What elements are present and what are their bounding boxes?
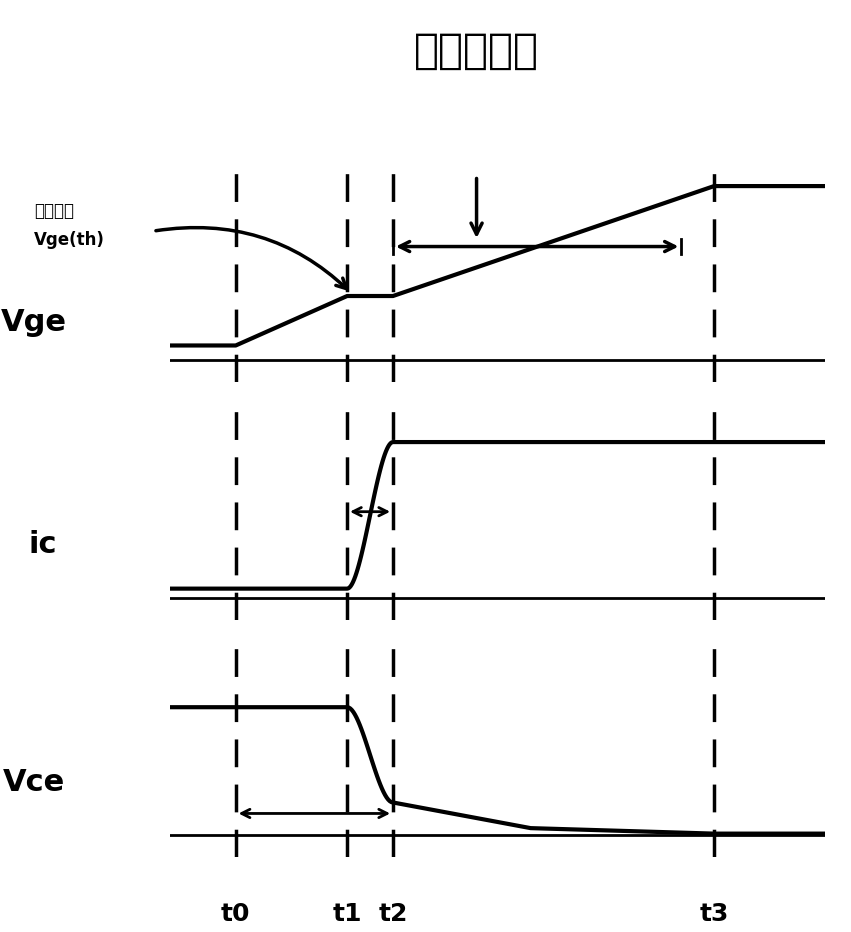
Text: t2: t2 <box>379 902 408 926</box>
Text: Vge(th): Vge(th) <box>34 231 105 250</box>
Text: ic: ic <box>28 530 57 559</box>
Text: t1: t1 <box>333 902 362 926</box>
Text: t0: t0 <box>221 902 250 926</box>
Text: t3: t3 <box>700 902 728 926</box>
Text: 米勒效应区: 米勒效应区 <box>414 30 539 72</box>
Text: Vge: Vge <box>1 308 67 336</box>
Text: Vce: Vce <box>3 768 66 797</box>
Text: 阈値电压: 阈値电压 <box>34 201 74 220</box>
